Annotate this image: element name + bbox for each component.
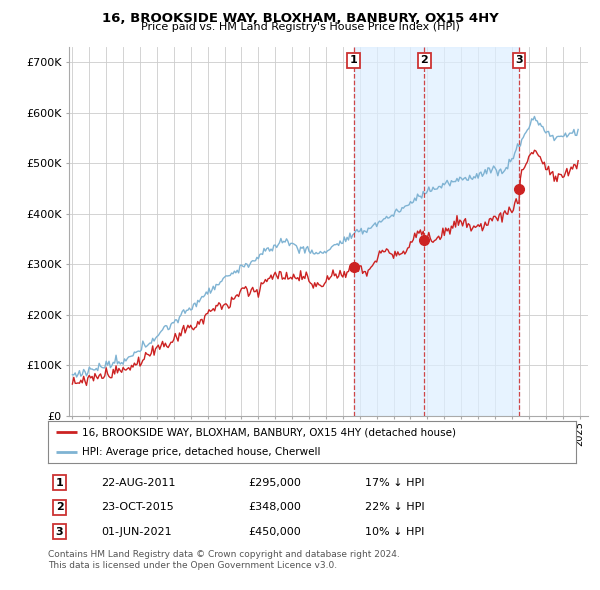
Text: 1: 1	[56, 478, 64, 488]
Text: 3: 3	[515, 55, 523, 65]
Text: £295,000: £295,000	[248, 478, 302, 488]
Text: 2: 2	[421, 55, 428, 65]
Text: 23-OCT-2015: 23-OCT-2015	[101, 503, 173, 512]
Text: 1: 1	[350, 55, 358, 65]
Text: Contains HM Land Registry data © Crown copyright and database right 2024.: Contains HM Land Registry data © Crown c…	[48, 550, 400, 559]
Text: HPI: Average price, detached house, Cherwell: HPI: Average price, detached house, Cher…	[82, 447, 321, 457]
Text: This data is licensed under the Open Government Licence v3.0.: This data is licensed under the Open Gov…	[48, 560, 337, 569]
Text: 01-JUN-2021: 01-JUN-2021	[101, 527, 172, 537]
Text: £450,000: £450,000	[248, 527, 301, 537]
Text: 3: 3	[56, 527, 64, 537]
Text: 22-AUG-2011: 22-AUG-2011	[101, 478, 175, 488]
Text: 22% ↓ HPI: 22% ↓ HPI	[365, 503, 424, 512]
Text: 10% ↓ HPI: 10% ↓ HPI	[365, 527, 424, 537]
Text: 16, BROOKSIDE WAY, BLOXHAM, BANBURY, OX15 4HY (detached house): 16, BROOKSIDE WAY, BLOXHAM, BANBURY, OX1…	[82, 427, 457, 437]
Text: 16, BROOKSIDE WAY, BLOXHAM, BANBURY, OX15 4HY: 16, BROOKSIDE WAY, BLOXHAM, BANBURY, OX1…	[101, 12, 499, 25]
Text: 2: 2	[56, 503, 64, 512]
Text: 17% ↓ HPI: 17% ↓ HPI	[365, 478, 424, 488]
Text: Price paid vs. HM Land Registry's House Price Index (HPI): Price paid vs. HM Land Registry's House …	[140, 22, 460, 32]
Text: £348,000: £348,000	[248, 503, 302, 512]
Bar	[353, 47, 519, 416]
